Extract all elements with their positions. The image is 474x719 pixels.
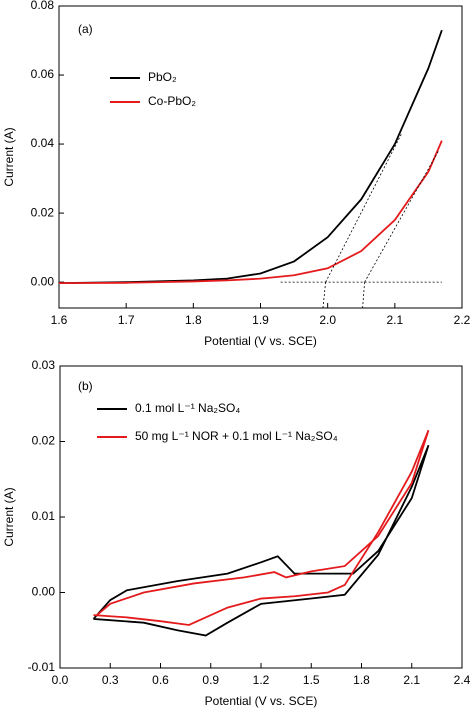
legend-label: Co-PbO₂ — [148, 94, 196, 108]
x-tick-label: 2.1 — [403, 673, 420, 687]
y-tick-label: -0.01 — [28, 660, 56, 674]
y-tick-label: 0.06 — [31, 67, 55, 81]
x-tick-label: 1.5 — [303, 673, 320, 687]
y-tick-label: 0.00 — [32, 585, 56, 599]
y-axis-label: Current (A) — [2, 127, 16, 186]
data-line — [93, 429, 430, 626]
dashed-line — [325, 133, 402, 283]
legend-label: 50 mg L⁻¹ NOR + 0.1 mol L⁻¹ Na₂SO₄ — [135, 429, 338, 443]
data-line — [92, 444, 430, 637]
y-tick-label: 0.00 — [31, 274, 55, 288]
x-axis-label: Potential (V vs. SCE) — [205, 694, 318, 708]
legend-label: 0.1 mol L⁻¹ Na₂SO₄ — [135, 401, 240, 415]
y-tick-label: 0.03 — [32, 358, 56, 372]
x-tick-label: 0.0 — [52, 673, 69, 687]
plot-frame — [59, 365, 463, 669]
plot-frame — [58, 5, 463, 309]
x-tick-label: 0.9 — [202, 673, 219, 687]
x-tick-label: 2.2 — [454, 313, 471, 327]
x-tick-label: 1.8 — [353, 673, 370, 687]
data-line — [58, 29, 443, 285]
x-tick-label: 1.8 — [185, 313, 202, 327]
x-tick-label: 1.7 — [118, 313, 135, 327]
x-tick-label: 2.1 — [386, 313, 403, 327]
dashed-line — [322, 282, 327, 309]
y-tick-label: 0.01 — [32, 509, 56, 523]
data-line — [58, 140, 443, 285]
x-tick-label: 0.6 — [152, 673, 169, 687]
x-tick-label: 2.4 — [454, 673, 471, 687]
y-tick-label: 0.04 — [31, 136, 55, 150]
y-tick-label: 0.08 — [31, 0, 55, 12]
legend-label: PbO₂ — [148, 70, 177, 84]
panel-label: (a) — [78, 22, 93, 36]
y-axis-label: Current (A) — [2, 487, 16, 546]
dashed-line — [364, 150, 439, 283]
y-tick-label: 0.02 — [32, 434, 56, 448]
x-axis-label: Potential (V vs. SCE) — [204, 334, 317, 348]
x-tick-label: 1.6 — [51, 313, 68, 327]
x-tick-label: 1.2 — [253, 673, 270, 687]
panel-label: (b) — [78, 379, 93, 393]
x-tick-label: 1.9 — [252, 313, 269, 327]
x-tick-label: 0.3 — [102, 673, 119, 687]
y-tick-label: 0.02 — [31, 205, 55, 219]
dashed-line — [362, 282, 366, 309]
x-tick-label: 2.0 — [319, 313, 336, 327]
